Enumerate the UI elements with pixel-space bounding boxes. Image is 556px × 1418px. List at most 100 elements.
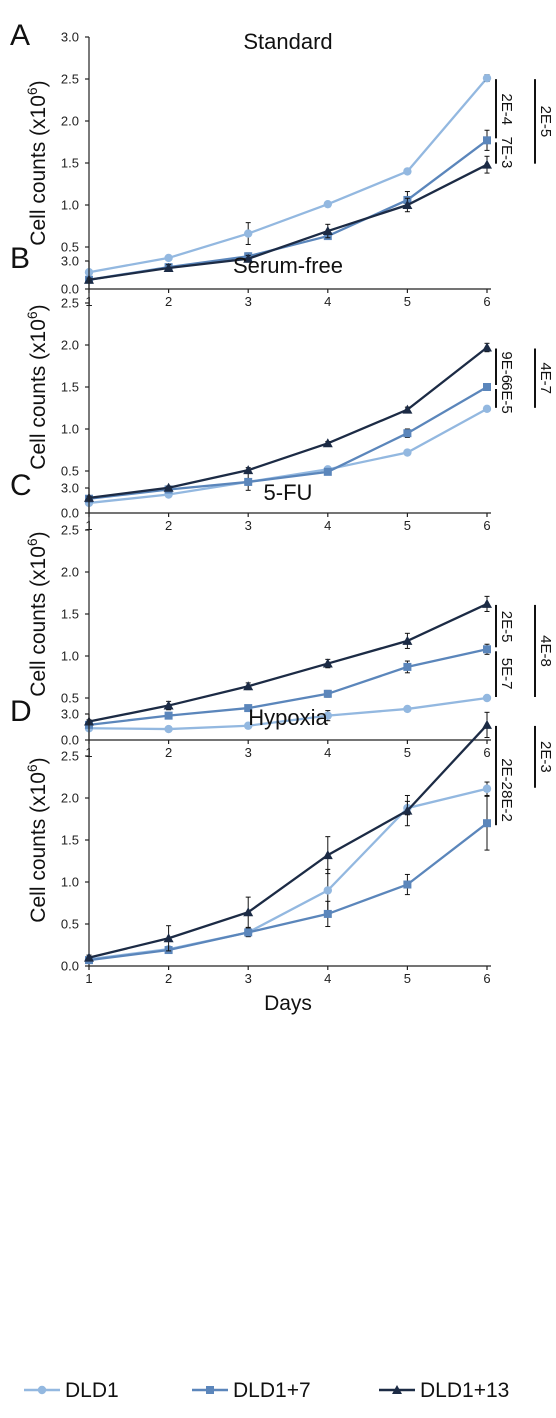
data-point <box>323 689 332 698</box>
y-axis-label-close: ) <box>27 531 50 538</box>
data-point <box>323 711 332 720</box>
y-tick-label: 3.0 <box>61 254 79 269</box>
series-line <box>88 724 488 959</box>
y-tick-label: 0.0 <box>61 282 79 297</box>
x-tick-label: 4 <box>324 294 331 309</box>
series-line <box>88 648 488 727</box>
legend-marker <box>392 1385 402 1394</box>
series-dld1-plus-7 <box>85 795 491 965</box>
significance-brackets: 2E-5 5E-7 4E-8 <box>495 604 554 697</box>
p-value-label: 9E-6 <box>498 351 515 383</box>
y-axis-label: Cell counts (x106) <box>24 304 50 469</box>
y-tick-label: 2.5 <box>61 523 79 538</box>
series-dld1-plus-13 <box>84 711 492 962</box>
data-point <box>402 404 413 414</box>
x-tick-label: 2 <box>165 518 172 533</box>
p-value-label: 6E-5 <box>498 382 515 414</box>
data-point <box>243 465 254 475</box>
data-point <box>403 662 412 671</box>
panel-letter: D <box>10 695 32 728</box>
x-tick-label: 6 <box>483 745 490 760</box>
y-axis-label: Cell counts (x106) <box>24 757 50 922</box>
x-tick-label: 5 <box>404 294 411 309</box>
series-dld1 <box>84 781 492 964</box>
series-dld1 <box>84 73 492 277</box>
x-axis-label: Days <box>264 992 312 1015</box>
data-point <box>482 404 492 414</box>
p-value-label: 2E-5 <box>498 611 515 643</box>
data-point <box>483 645 491 654</box>
data-point <box>244 928 253 937</box>
chart-title: Hypoxia <box>248 705 328 730</box>
x-tick-label: 4 <box>324 518 331 533</box>
data-point <box>483 383 491 391</box>
data-point <box>482 73 492 83</box>
y-axis-label-superscript: 6 <box>24 87 40 95</box>
legend-label: DLD1+13 <box>420 1379 509 1402</box>
y-tick-label: 0.5 <box>61 240 79 255</box>
y-axis-label: Cell counts (x106) <box>24 531 50 696</box>
data-point <box>403 167 412 176</box>
chart-title: Serum-free <box>233 253 343 278</box>
y-tick-label: 2.0 <box>61 565 79 580</box>
y-tick-label: 2.0 <box>61 791 79 806</box>
y-tick-label: 1.5 <box>61 380 79 395</box>
y-axis-label-text: Cell counts (x10 <box>27 772 50 923</box>
legend-item-dld1-plus-13: DLD1+13 <box>379 1379 509 1402</box>
x-tick-label: 3 <box>245 971 252 986</box>
series-line <box>88 696 488 731</box>
y-axis-label-superscript: 6 <box>24 764 40 772</box>
x-tick-label: 2 <box>165 971 172 986</box>
y-tick-label: 0.0 <box>61 506 79 521</box>
y-tick-label: 0.5 <box>61 464 79 479</box>
y-axis-label-close: ) <box>27 304 50 311</box>
data-point <box>244 229 253 238</box>
chart-title: Standard <box>243 29 332 54</box>
data-point <box>164 253 173 263</box>
data-point <box>482 159 492 169</box>
data-point <box>243 681 254 691</box>
data-point <box>322 226 333 236</box>
panel-letter: B <box>10 242 30 275</box>
y-axis-label-superscript: 6 <box>24 538 40 546</box>
data-point <box>482 719 492 729</box>
data-point <box>84 952 94 962</box>
y-axis-label-close: ) <box>27 757 50 764</box>
data-point <box>483 819 491 828</box>
p-value-label: 7E-3 <box>498 137 515 169</box>
y-tick-label: 1.5 <box>61 833 79 848</box>
legend-label: DLD1 <box>65 1379 119 1402</box>
y-tick-label: 2.0 <box>61 338 79 353</box>
p-value-label: 5E-7 <box>498 658 515 690</box>
x-tick-label: 2 <box>165 745 172 760</box>
series-line <box>88 407 488 505</box>
data-point <box>402 805 413 815</box>
y-tick-label: 2.0 <box>61 114 79 129</box>
y-tick-label: 0.5 <box>61 917 79 932</box>
series-line <box>88 822 488 962</box>
legend-item-dld1: DLD1 <box>24 1379 119 1402</box>
y-axis-label: Cell counts (x106) <box>24 80 50 245</box>
data-point <box>243 907 254 917</box>
p-value-label: 4E-7 <box>537 362 554 394</box>
data-point <box>243 253 254 263</box>
y-axis-label-text: Cell counts (x10 <box>27 546 50 697</box>
data-point <box>322 658 333 668</box>
series-line <box>88 163 488 281</box>
data-point <box>163 482 174 492</box>
y-tick-label: 3.0 <box>61 481 79 496</box>
y-axis-label-text: Cell counts (x10 <box>27 319 50 470</box>
y-axis-label-text: Cell counts (x10 <box>27 95 50 246</box>
legend-marker <box>37 1385 47 1395</box>
data-point <box>482 598 492 608</box>
data-point <box>164 711 173 720</box>
x-tick-label: 3 <box>245 294 252 309</box>
y-tick-label: 3.0 <box>61 707 79 722</box>
data-point <box>483 136 491 145</box>
data-point <box>163 933 174 943</box>
legend-marker <box>206 1386 214 1394</box>
